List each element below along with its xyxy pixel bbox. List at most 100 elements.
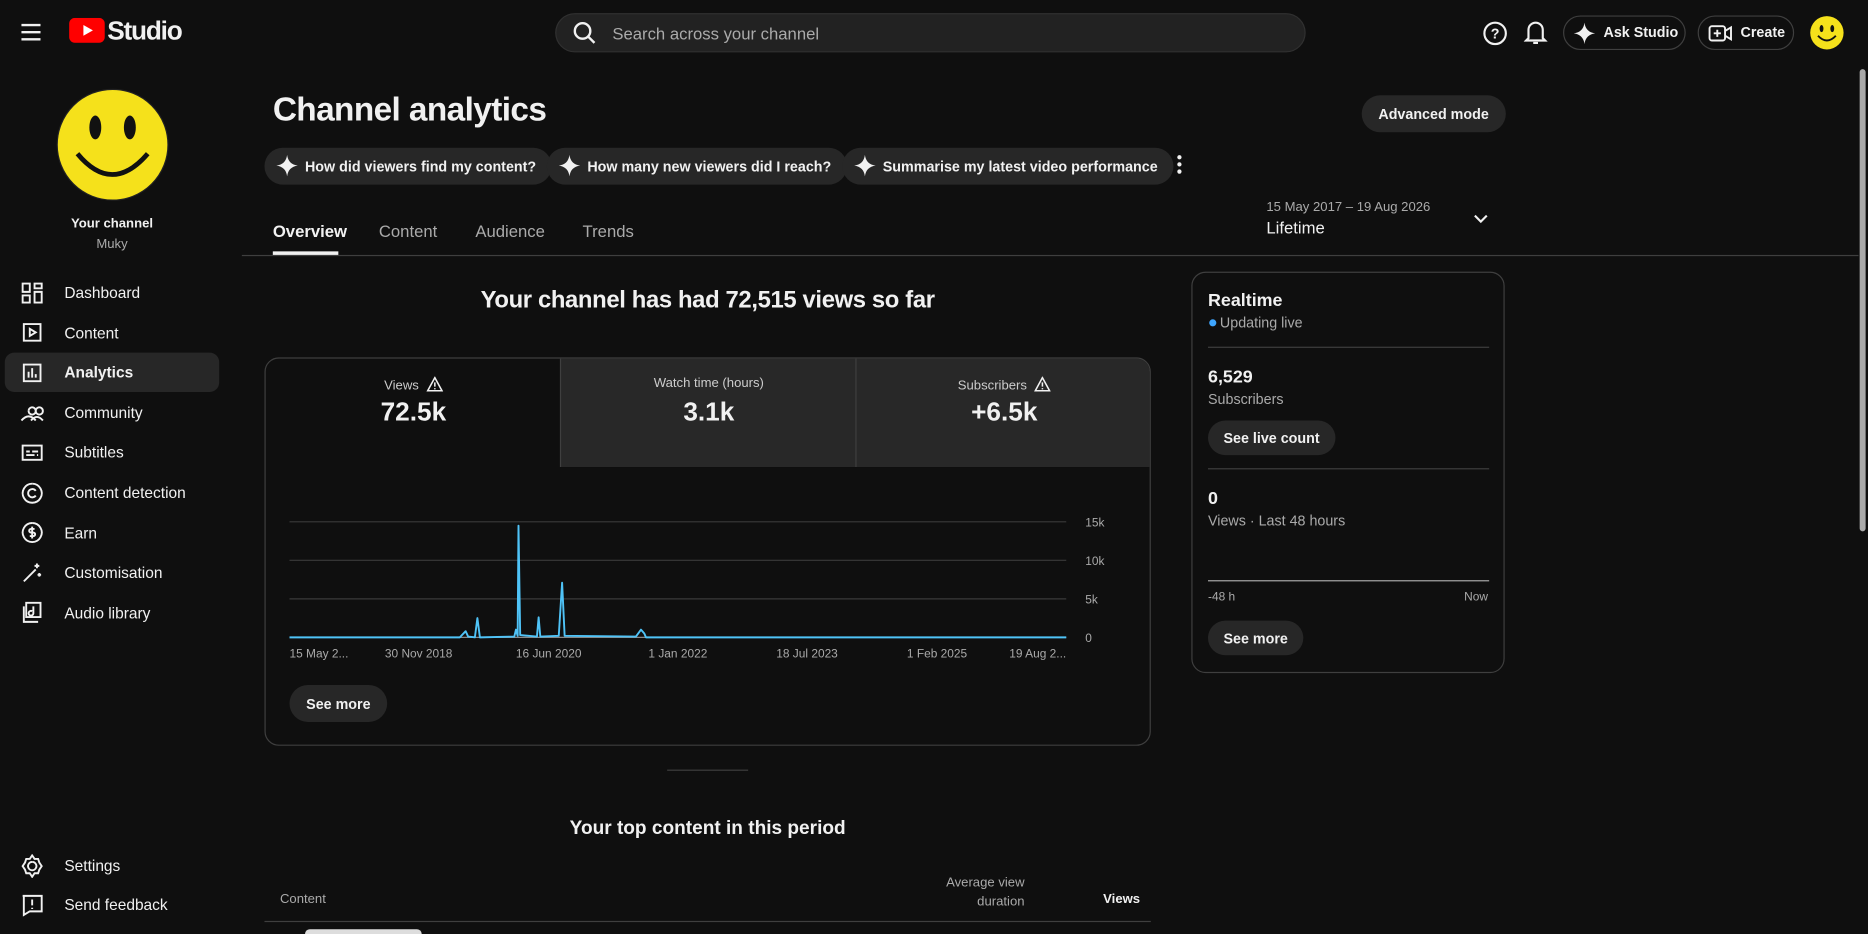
nav-item[interactable]: Analytics <box>4 352 220 393</box>
metric-divider <box>855 358 857 468</box>
y-tick-label: 0 <box>1085 631 1092 645</box>
metric-label: Watch time (hours) <box>561 376 856 390</box>
thumbnail[interactable] <box>304 929 422 934</box>
logo-text[interactable]: Studio <box>107 15 183 46</box>
nav-item[interactable]: Content <box>5 313 219 352</box>
sparkle-shape <box>854 154 876 177</box>
y-tick-label: 5k <box>1085 593 1098 607</box>
see-live-count-button[interactable]: See live count <box>1208 420 1336 456</box>
tab[interactable]: Trends <box>582 221 634 241</box>
metric-value: +6.5k <box>971 396 1038 427</box>
sparkle-icon <box>276 154 298 177</box>
nav-label: Subtitles <box>64 443 124 462</box>
create-label: Create <box>1740 23 1786 41</box>
nav-item[interactable]: Subtitles <box>5 433 219 472</box>
help-icon[interactable]: ? <box>1482 20 1508 46</box>
advanced-mode-button[interactable]: Advanced mode <box>1361 95 1506 133</box>
nav-item[interactable]: Content detection <box>5 473 219 512</box>
scrollbar[interactable] <box>1859 69 1866 532</box>
nav-icon-shape <box>22 323 42 342</box>
nav-icon <box>21 281 43 303</box>
nav-item[interactable]: Audio library <box>5 593 219 632</box>
nav-label: Dashboard <box>64 283 141 302</box>
prompt-label: How did viewers find my content? <box>304 157 537 175</box>
nav-label: Customisation <box>64 563 163 582</box>
nav-icon-shape <box>22 602 42 624</box>
overview-card: Views 72.5k Watch time (hours) 3.1k Subscrib… <box>264 357 1151 746</box>
nav-item[interactable]: Earn <box>5 513 219 552</box>
date-range[interactable]: 15 May 2017 – 19 Aug 2026 <box>1266 200 1431 215</box>
search-icon <box>573 22 596 44</box>
x-tick-label: 18 Jul 2023 <box>776 647 838 661</box>
x-tick-label: 30 Nov 2018 <box>385 647 453 661</box>
sparkle-icon <box>558 154 581 177</box>
see-more-button[interactable]: See more <box>1208 620 1304 656</box>
notifications-icon[interactable] <box>1523 19 1548 45</box>
account-avatar[interactable] <box>1810 15 1845 50</box>
prompt-label: How many new viewers did I reach? <box>587 157 832 175</box>
prompt-chip[interactable]: How did viewers find my content? <box>264 147 552 185</box>
x-tick-label: 19 Aug 2... <box>1009 647 1066 661</box>
tab[interactable]: Overview <box>272 221 347 241</box>
nav-item[interactable]: Customisation <box>5 553 219 592</box>
divider <box>1208 468 1490 470</box>
metric-label-text: Views <box>384 378 419 394</box>
x-tick-label: 1 Jan 2022 <box>648 647 707 661</box>
warning-shape <box>425 376 443 392</box>
metric-tab[interactable]: Subscribers +6.5k <box>857 359 1150 467</box>
nav-label: Content <box>64 323 119 342</box>
create-icon <box>1708 25 1732 42</box>
nav-label: Content detection <box>64 483 186 502</box>
nav-icon <box>21 522 43 544</box>
table-header: Content <box>279 892 326 907</box>
nav-icon-shape <box>21 281 43 303</box>
tab[interactable]: Content <box>378 221 438 241</box>
headline: Your channel has had 72,515 views so far <box>480 287 935 314</box>
page-title: Channel analytics <box>272 90 547 128</box>
search-bar[interactable]: Search across your channel <box>555 13 1306 53</box>
warning-shape <box>1033 376 1051 392</box>
prompt-label: Summarise my latest video performance <box>882 157 1158 175</box>
nav-item[interactable]: Settings <box>5 846 219 885</box>
ask-studio-button[interactable]: Ask Studio <box>1563 15 1686 51</box>
sparkle-shape <box>558 154 581 177</box>
nav-item[interactable]: Community <box>5 393 219 432</box>
nav-item[interactable]: Dashboard <box>5 273 219 312</box>
metric-tab[interactable]: Watch time (hours) 3.1k <box>561 359 856 467</box>
table-header[interactable]: Average view duration <box>946 875 1025 909</box>
nav-icon-shape <box>21 444 43 461</box>
metric-label: Subscribers <box>857 376 1150 394</box>
table-header[interactable]: Views <box>1103 892 1141 907</box>
more-icon[interactable] <box>1175 154 1185 175</box>
nav-icon <box>21 444 43 461</box>
nav-item[interactable]: Send feedback <box>5 885 219 924</box>
metric-tab[interactable]: Views 72.5k <box>266 359 561 467</box>
channel-avatar[interactable] <box>56 88 169 201</box>
create-button[interactable]: Create <box>1697 15 1795 51</box>
logo-icon[interactable] <box>69 17 105 43</box>
x-tick-label: 15 May 2... <box>289 647 348 661</box>
realtime-title: Realtime <box>1208 290 1283 311</box>
nav-icon <box>21 482 43 504</box>
see-more-button[interactable]: See more <box>289 685 388 722</box>
views-chart: 0 5k 10k 15k 15 May 2... 30 Nov 2018 16 Jun 20… <box>289 516 1104 661</box>
nav-label: Audio library <box>64 603 151 622</box>
x-tick-label: 1 Feb 2025 <box>907 647 968 661</box>
table-divider <box>264 920 1151 923</box>
dropdown-icon[interactable] <box>1472 213 1489 225</box>
nav-icon-shape <box>22 363 42 382</box>
tab[interactable]: Audience <box>475 221 545 241</box>
live-dot <box>1209 319 1217 327</box>
metric-value: 3.1k <box>683 396 735 427</box>
metric-value: 72.5k <box>380 396 447 427</box>
nav-icon-shape <box>20 406 44 422</box>
menu-icon[interactable] <box>19 21 43 42</box>
metric-label-text: Subscribers <box>957 378 1027 394</box>
top-content-title: Your top content in this period <box>569 818 846 839</box>
x-tick-label: 16 Jun 2020 <box>516 647 582 661</box>
nav-icon-shape <box>21 853 43 878</box>
period[interactable]: Lifetime <box>1266 218 1325 238</box>
nav-icon-shape <box>23 563 42 582</box>
prompt-chip[interactable]: Summarise my latest video performance <box>842 147 1174 185</box>
prompt-chip[interactable]: How many new viewers did I reach? <box>546 147 847 185</box>
